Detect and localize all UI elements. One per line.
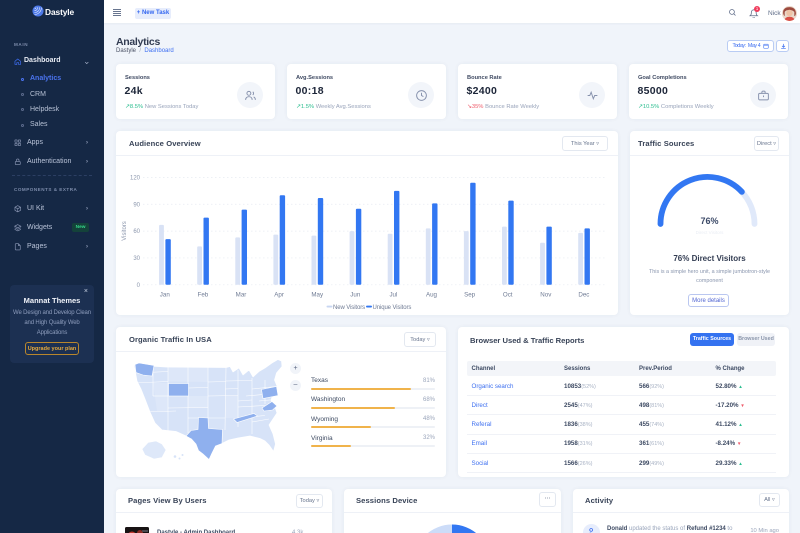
svg-text:Oct: Oct (503, 292, 513, 299)
svg-text:New Visitors: New Visitors (333, 305, 365, 311)
svg-text:30: 30 (133, 256, 140, 262)
svg-text:Unique Visitors: Unique Visitors (373, 305, 412, 311)
svg-text:90: 90 (133, 202, 140, 208)
svg-text:Jul: Jul (389, 292, 397, 299)
svg-text:Aug: Aug (426, 292, 438, 299)
svg-text:Mar: Mar (236, 292, 247, 299)
svg-text:60: 60 (133, 229, 140, 235)
svg-text:Dec: Dec (578, 292, 589, 299)
svg-text:Sep: Sep (464, 292, 476, 299)
svg-text:Apr: Apr (274, 292, 284, 299)
svg-text:Jan: Jan (160, 292, 171, 299)
svg-text:Jun: Jun (350, 292, 361, 299)
svg-text:120: 120 (130, 175, 141, 181)
svg-text:Feb: Feb (198, 292, 209, 299)
svg-text:Nov: Nov (540, 292, 552, 299)
svg-text:0: 0 (137, 283, 141, 289)
svg-text:Visitors: Visitors (122, 221, 128, 241)
svg-text:May: May (311, 292, 324, 299)
